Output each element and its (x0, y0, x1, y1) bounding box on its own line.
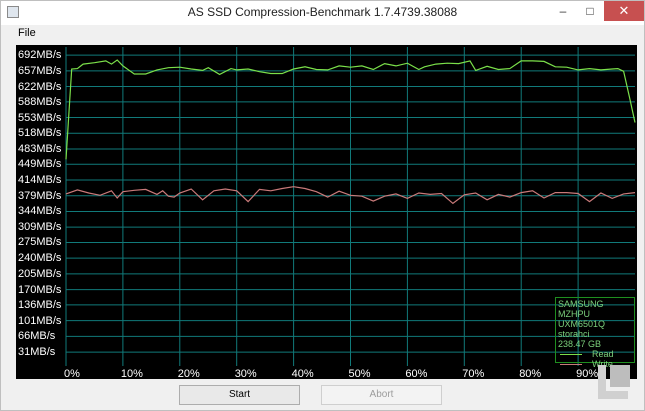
x-tick-label: 10% (120, 368, 143, 380)
y-tick-label: 379MB/s (18, 189, 62, 202)
window-title: AS SSD Compression-Benchmark 1.7.4739.38… (187, 5, 458, 19)
menu-file[interactable]: File (18, 27, 36, 39)
start-button[interactable]: Start (179, 385, 300, 405)
site-watermark-logo (598, 365, 630, 399)
x-tick-label: 50% (348, 368, 371, 380)
title-bar[interactable]: AS SSD Compression-Benchmark 1.7.4739.38… (1, 1, 644, 25)
write-series-line (65, 186, 636, 205)
y-tick-label: 205MB/s (18, 267, 62, 280)
y-tick-label: 414MB/s (18, 173, 62, 186)
y-tick-label: 692MB/s (18, 49, 62, 62)
close-button[interactable]: ✕ (604, 1, 644, 21)
y-tick-label: 518MB/s (18, 127, 62, 140)
y-tick-label: 240MB/s (18, 252, 62, 265)
y-tick-label: 657MB/s (18, 64, 62, 77)
y-tick-label: 101MB/s (18, 314, 62, 327)
y-tick-label: 66MB/s (18, 330, 56, 343)
legend-write-label: Write (592, 359, 613, 369)
y-tick-label: 309MB/s (18, 221, 62, 234)
x-tick-label: 70% (462, 368, 485, 380)
legend-capacity: 238.47 GB (558, 339, 602, 349)
y-tick-label: 136MB/s (18, 298, 62, 311)
maximize-button[interactable]: □ (586, 4, 594, 18)
y-tick-label: 31MB/s (18, 346, 56, 359)
x-tick-label: 30% (234, 368, 257, 380)
app-icon (7, 6, 19, 18)
x-tick-label: 0% (64, 368, 80, 380)
y-tick-label: 170MB/s (18, 283, 62, 296)
benchmark-chart: 692MB/s 657MB/s 622MB/s 588MB/s 553MB/s 518MB… (16, 45, 637, 380)
legend-read-swatch (560, 354, 582, 355)
legend-write: Write (558, 359, 632, 369)
x-tick-label: 20% (177, 368, 200, 380)
x-tick-label: 80% (519, 368, 542, 380)
x-tick-label: 40% (291, 368, 314, 380)
y-tick-label: 553MB/s (18, 111, 62, 124)
legend-device-model: UXM6501Q (558, 319, 606, 329)
y-tick-label: 588MB/s (18, 95, 62, 108)
legend-device-name: SAMSUNG MZHPU (558, 299, 604, 319)
read-series-line (65, 59, 636, 160)
y-tick-label: 275MB/s (18, 236, 62, 249)
legend-read-label: Read (592, 349, 614, 359)
legend-write-swatch (560, 364, 582, 365)
y-tick-label: 622MB/s (18, 80, 62, 93)
x-tick-label: 60% (405, 368, 428, 380)
y-tick-label: 449MB/s (18, 158, 62, 171)
minimize-button[interactable]: – (559, 4, 567, 18)
y-tick-label: 344MB/s (18, 205, 62, 218)
y-tick-label: 483MB/s (18, 142, 62, 155)
menu-bar: File (1, 25, 644, 43)
legend-read: Read (558, 349, 632, 359)
legend-driver: storahci (558, 329, 590, 339)
abort-button: Abort (321, 385, 442, 405)
x-tick-label: 90% (576, 368, 599, 380)
chart-canvas (65, 47, 636, 366)
legend-box: SAMSUNG MZHPU UXM6501Q storahci 238.47 G… (555, 297, 635, 369)
